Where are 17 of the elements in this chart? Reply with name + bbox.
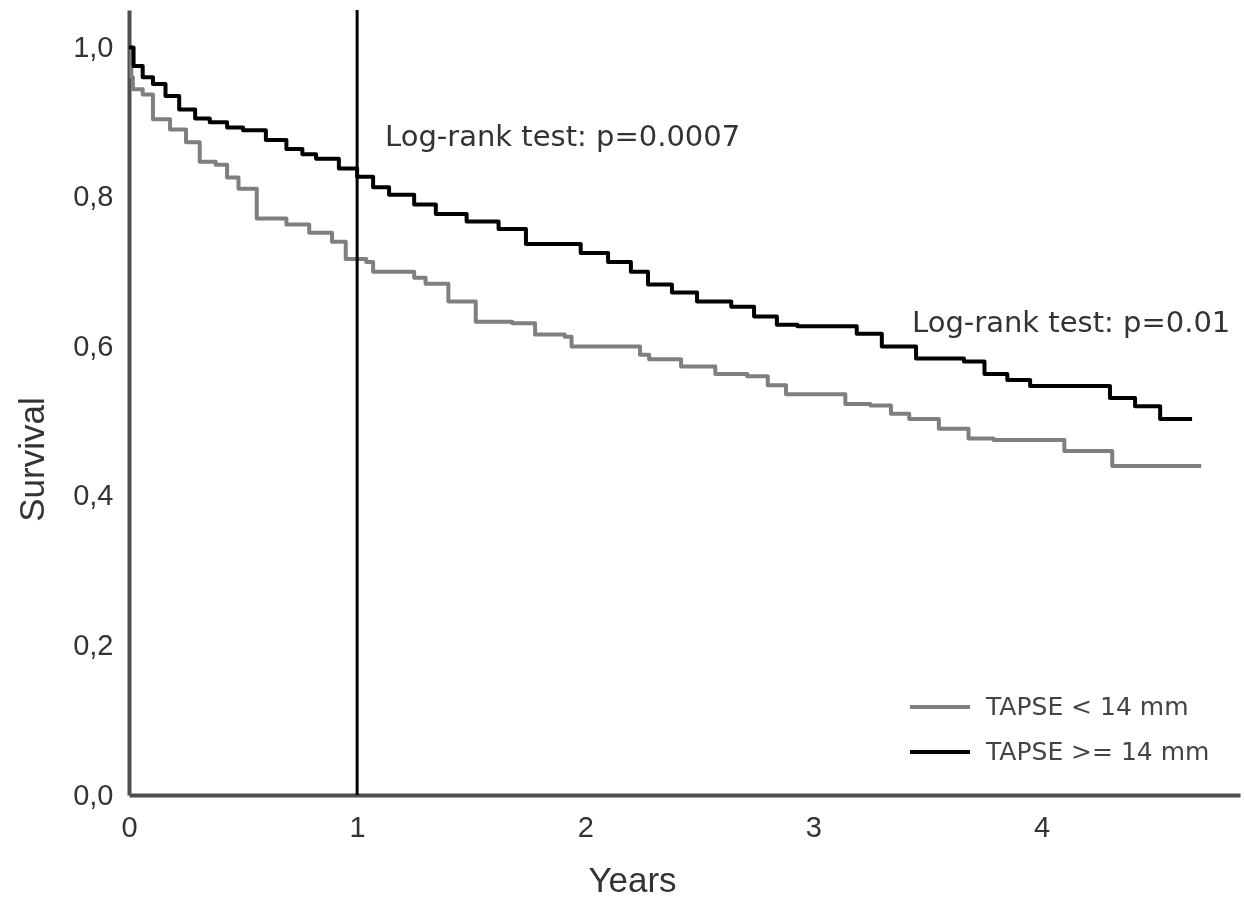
legend-label: TAPSE < 14 mm [985, 692, 1189, 721]
x-tick-label: 3 [805, 810, 822, 843]
x-tick-label: 0 [121, 810, 138, 843]
y-tick-label: 0,2 [73, 628, 114, 661]
x-axis-title: Years [588, 859, 677, 899]
y-tick-label: 0,8 [73, 180, 114, 213]
annotation: Log-rank test: p=0.01 [912, 305, 1231, 339]
x-tick-label: 1 [349, 810, 366, 843]
y-tick-label: 0,6 [73, 329, 114, 362]
y-axis-title: Survival [11, 397, 51, 522]
y-tick-label: 0,0 [73, 778, 114, 811]
y-tick-label: 0,4 [73, 479, 114, 512]
legend-label: TAPSE >= 14 mm [985, 737, 1210, 766]
annotation: Log-rank test: p=0.0007 [385, 119, 741, 153]
x-tick-label: 2 [577, 810, 594, 843]
y-tick-label: 1,0 [73, 30, 114, 63]
x-tick-label: 4 [1033, 810, 1051, 843]
